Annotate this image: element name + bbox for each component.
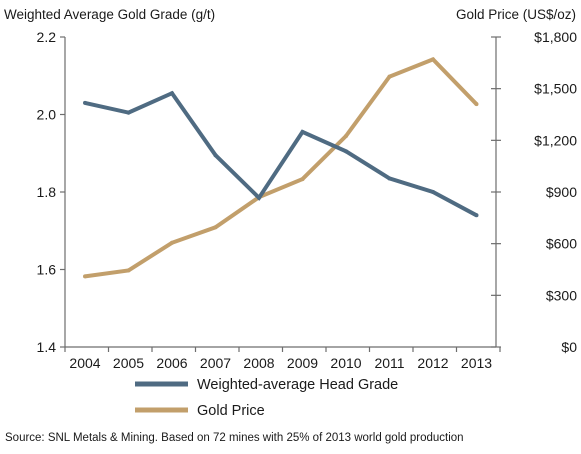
x-tick-label: 2012	[417, 355, 448, 371]
right-tick-label: $0	[561, 339, 577, 355]
x-tick-label: 2011	[374, 355, 404, 371]
data-point-gold-price	[126, 268, 131, 273]
data-point-head-grade	[83, 100, 87, 105]
data-point-head-grade	[474, 213, 479, 218]
data-point-gold-price	[431, 57, 435, 62]
x-tick-label: 2005	[113, 355, 144, 371]
data-point-head-grade	[257, 195, 261, 200]
x-axis-ticks: 2004 2005 2006 2007 2008 2009 2010 2011 2012 2013	[64, 347, 501, 371]
left-tick-label: 2.2	[37, 29, 57, 45]
source-note: Source: SNL Metals & Mining. Based on 72…	[5, 432, 464, 444]
left-tick-label: 1.6	[37, 262, 57, 278]
x-tick-label: 2006	[156, 355, 187, 371]
data-point-gold-price	[300, 177, 305, 182]
right-tick-label: $1,800	[534, 29, 577, 45]
right-tick-label: $1,200	[534, 132, 577, 148]
left-tick-label: 2.0	[37, 107, 57, 123]
right-tick-label: $600	[546, 236, 577, 252]
right-tick-label: $900	[546, 184, 577, 200]
x-tick-label: 2008	[243, 355, 274, 371]
data-point-head-grade	[170, 91, 174, 96]
data-point-head-grade	[300, 129, 305, 134]
data-point-gold-price	[387, 74, 392, 79]
data-point-head-grade	[126, 110, 131, 115]
data-point-gold-price	[213, 225, 218, 230]
legend: Weighted-average Head Grade Gold Price	[135, 377, 398, 419]
data-point-gold-price	[83, 274, 87, 279]
data-point-head-grade	[431, 190, 435, 194]
data-point-gold-price	[170, 240, 174, 245]
data-point-head-grade	[387, 176, 392, 181]
data-point-head-grade	[344, 149, 348, 154]
data-point-gold-price	[344, 134, 348, 139]
x-tick-label: 2009	[287, 355, 318, 371]
x-tick-label: 2004	[69, 355, 100, 371]
left-tick-label: 1.8	[37, 184, 57, 200]
x-tick-label: 2010	[330, 355, 361, 371]
data-point-head-grade	[213, 153, 218, 158]
left-tick-label: 1.4	[37, 339, 57, 355]
x-tick-label: 2013	[461, 355, 492, 371]
left-axis-ticks: 1.4 1.6 1.8 2.0 2.2	[37, 29, 65, 355]
series-layer	[83, 57, 479, 279]
right-axis-ticks: $0 $300 $600 $900 $1,200 $1,500 $1,800	[491, 29, 577, 355]
legend-label-head-grade: Weighted-average Head Grade	[197, 377, 398, 393]
legend-label-gold-price: Gold Price	[197, 403, 265, 419]
left-axis-title: Weighted Average Gold Grade (g/t)	[4, 7, 215, 22]
series-line-gold-price	[84, 57, 478, 279]
x-tick-label: 2007	[200, 355, 231, 371]
right-tick-label: $300	[546, 287, 577, 303]
series-line-head-grade	[84, 90, 478, 218]
right-axis-title: Gold Price (US$/oz)	[456, 7, 576, 22]
right-tick-label: $1,500	[534, 81, 577, 97]
data-point-gold-price	[474, 102, 479, 107]
